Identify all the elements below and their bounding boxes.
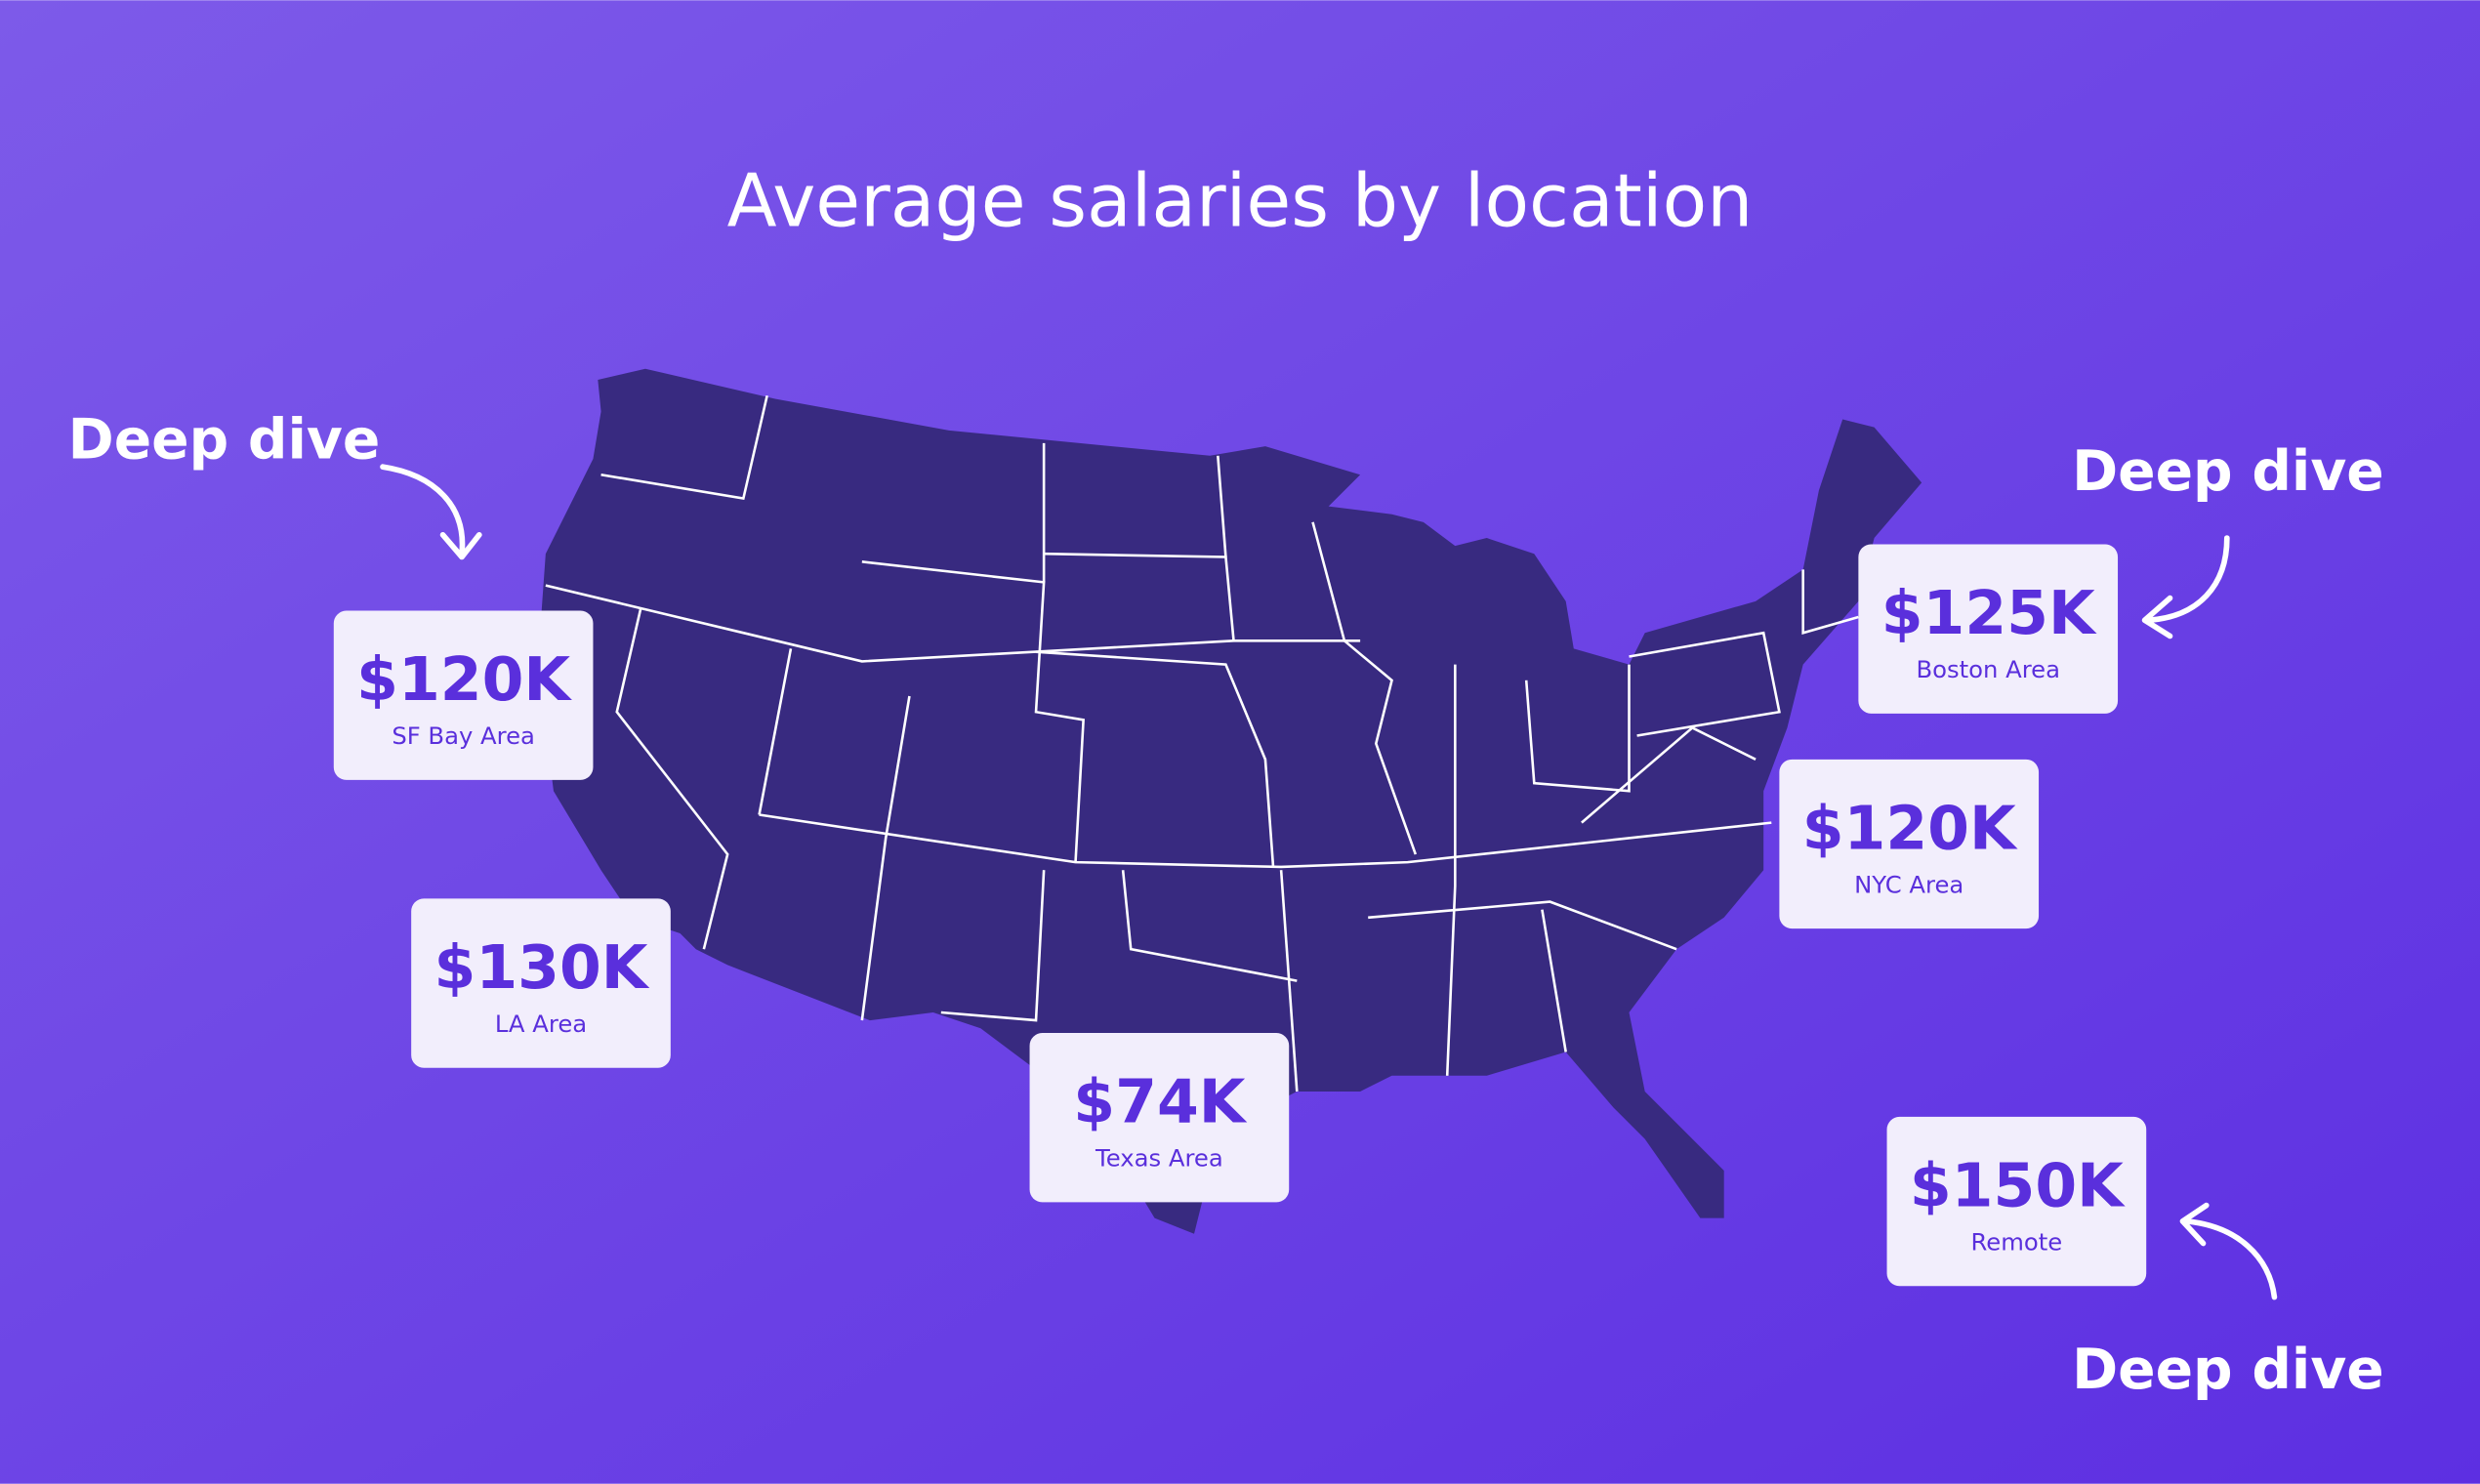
- card-label: Remote: [1971, 1228, 2063, 1257]
- card-value: $150K: [1910, 1151, 2126, 1221]
- salary-card: $125K Boston Area: [1858, 544, 2119, 714]
- card-background: [1029, 1033, 1290, 1203]
- us-map: [537, 368, 1922, 1234]
- card-label: LA Area: [495, 1010, 587, 1038]
- annotation: Deep dive: [2072, 439, 2384, 639]
- annotation: Deep dive: [68, 407, 482, 560]
- salary-card: $120K SF Bay Area: [333, 610, 594, 780]
- annotation-text: Deep dive: [2072, 439, 2384, 504]
- salary-card: $74K Texas Area: [1029, 1033, 1290, 1203]
- card-value: $130K: [434, 932, 650, 1003]
- card-label: Texas Area: [1095, 1144, 1223, 1173]
- title: Average salaries by location: [727, 158, 1754, 243]
- arrow: [2141, 535, 2230, 639]
- salary-card: $150K Remote: [1886, 1116, 2147, 1287]
- card-background: [1886, 1116, 2147, 1287]
- card-label: NYC Area: [1854, 870, 1963, 898]
- card-value: $120K: [356, 644, 572, 715]
- card-background: [1779, 759, 2040, 929]
- annotation: Deep dive: [2072, 1202, 2384, 1402]
- card-background: [411, 898, 671, 1068]
- card-label: SF Bay Area: [392, 721, 535, 750]
- card-value: $120K: [1802, 793, 2018, 863]
- salary-card: $120K NYC Area: [1779, 759, 2040, 929]
- salary-card: $130K LA Area: [411, 898, 671, 1068]
- annotation-text: Deep dive: [2072, 1338, 2384, 1402]
- card-background: [333, 610, 594, 780]
- card-value: $74K: [1073, 1067, 1247, 1137]
- annotation-text: Deep dive: [68, 407, 381, 472]
- cards: $120K SF Bay Area $130K LA Area $74K Texas Ar…: [333, 544, 2147, 1287]
- arrow: [2179, 1202, 2278, 1300]
- card-value: $125K: [1881, 578, 2097, 648]
- card-background: [1858, 544, 2119, 714]
- arrow: [380, 464, 482, 560]
- card-label: Boston Area: [1916, 655, 2060, 683]
